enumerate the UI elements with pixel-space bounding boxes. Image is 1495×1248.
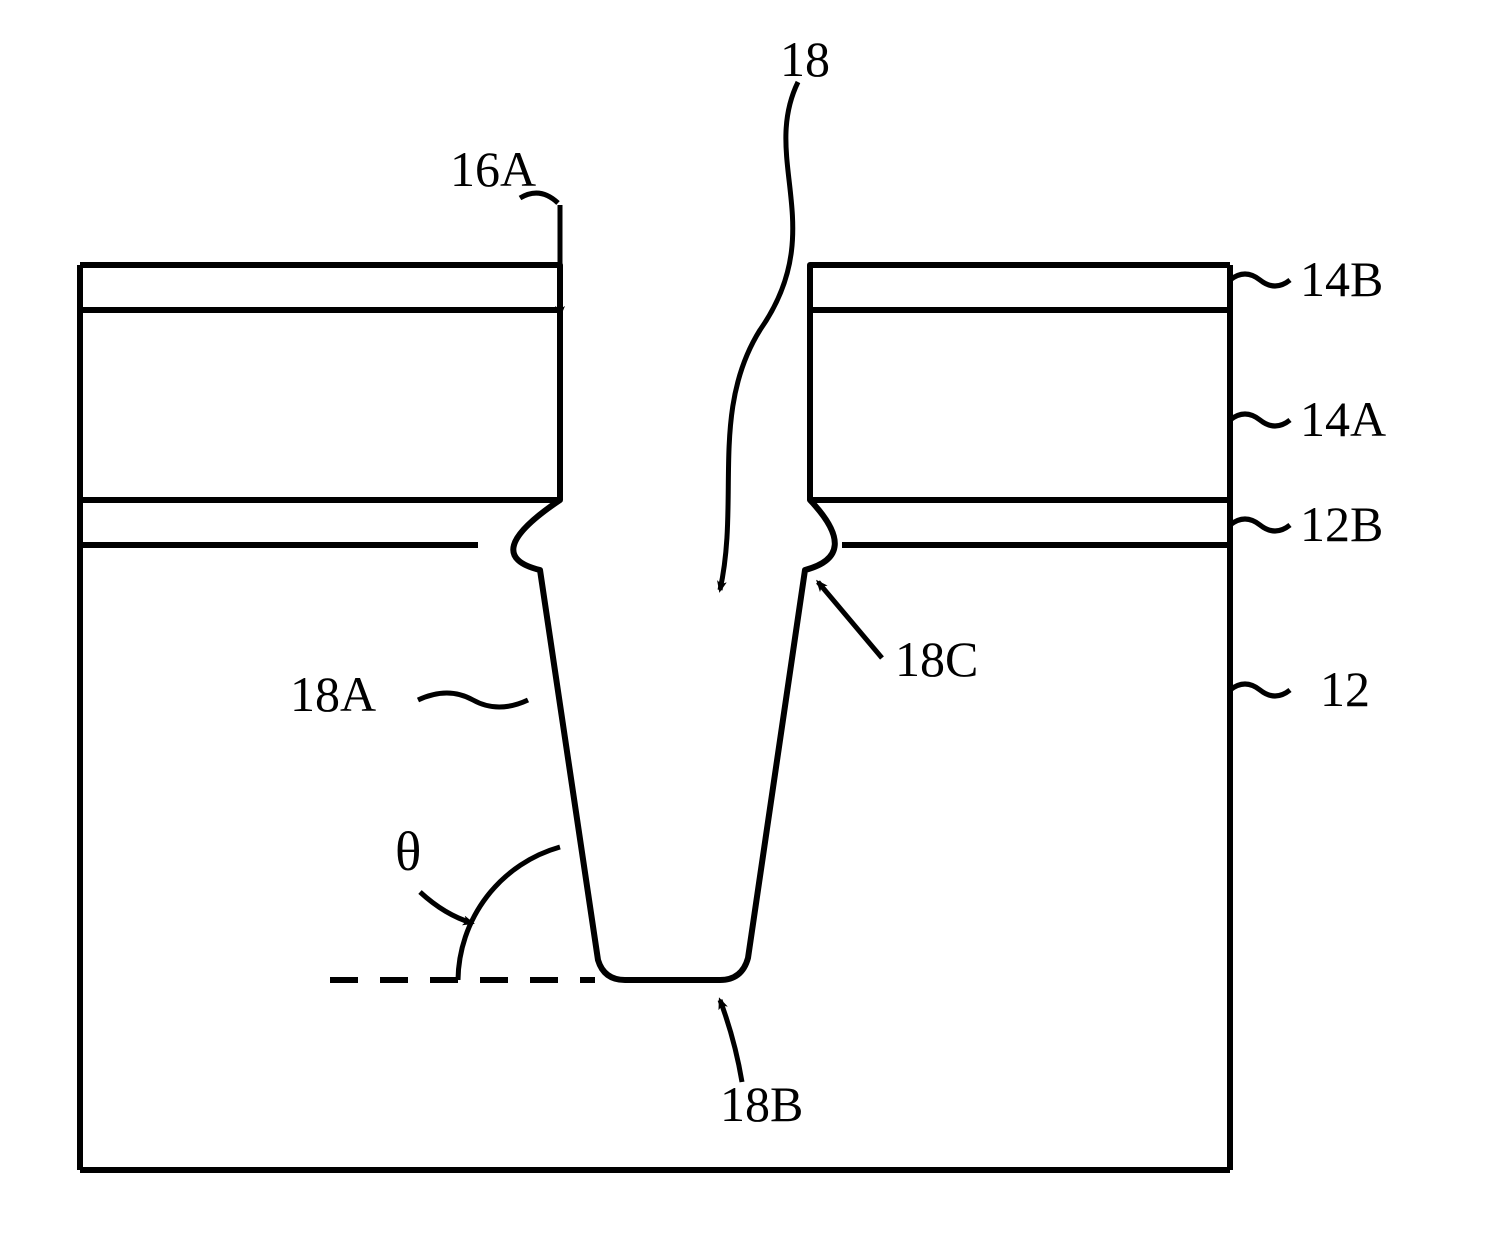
right-leaders — [1230, 274, 1290, 696]
label-14A: 14A — [1300, 390, 1386, 448]
label-18C: 18C — [895, 630, 978, 688]
pointer-16A — [520, 193, 560, 315]
pointer-18A — [418, 693, 528, 707]
label-12: 12 — [1320, 660, 1370, 718]
right-stack — [810, 265, 1230, 1170]
label-14B: 14B — [1300, 250, 1383, 308]
pointer-18 — [720, 82, 798, 590]
label-theta: θ — [395, 820, 421, 883]
label-18A: 18A — [290, 665, 376, 723]
theta-arc — [458, 847, 560, 980]
pointer-18B — [720, 1000, 742, 1082]
pointer-18C — [818, 582, 882, 658]
label-16A: 16A — [450, 140, 536, 198]
theta-leader — [420, 892, 472, 923]
cross-section-diagram — [0, 0, 1495, 1248]
label-18B: 18B — [720, 1075, 803, 1133]
label-18: 18 — [780, 30, 830, 88]
label-12B: 12B — [1300, 495, 1383, 553]
trench-outline — [513, 265, 835, 980]
